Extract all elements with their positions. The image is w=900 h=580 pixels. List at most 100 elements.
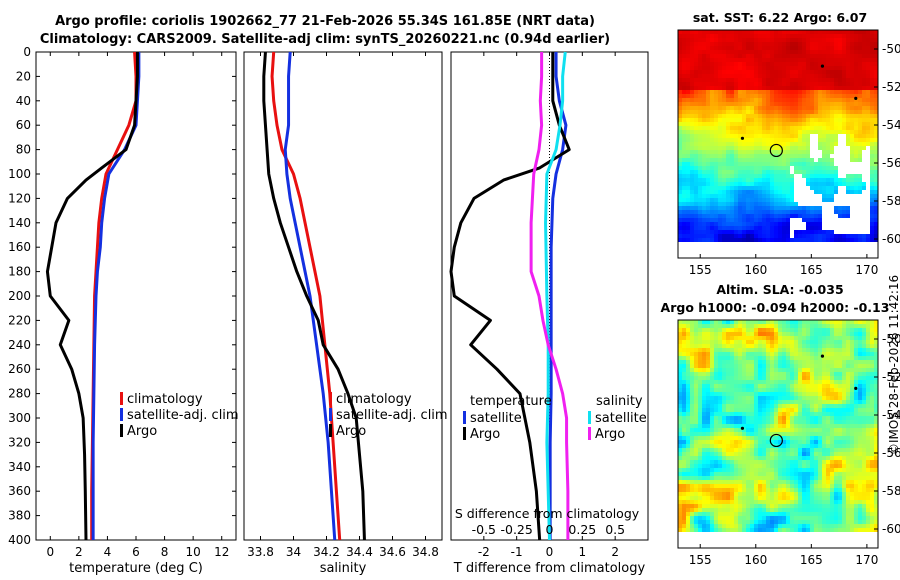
sst_map-cell — [734, 82, 738, 86]
sla_map-cell — [738, 332, 742, 336]
sst_map-cell — [766, 238, 770, 242]
sla_map-cell — [846, 344, 850, 348]
sst_map-cell — [794, 186, 798, 190]
sst_map-cell — [782, 70, 786, 74]
sst_map-cell — [754, 106, 758, 110]
sst_map-cell — [726, 110, 730, 114]
sst_map-cell — [822, 74, 826, 78]
sst_map-cell — [838, 158, 842, 162]
sst_map-cell — [850, 138, 854, 142]
sla_map-cell — [702, 340, 706, 344]
sla_map-cell — [846, 396, 850, 400]
sla_map-cell — [702, 388, 706, 392]
sst_map-cell — [746, 66, 750, 70]
sla_map-cell — [682, 432, 686, 436]
sst_map-cell — [754, 102, 758, 106]
sla_map-cell — [858, 424, 862, 428]
sla_map-cell — [770, 344, 774, 348]
sla_map-cell — [718, 384, 722, 388]
sst_map-cell — [830, 94, 834, 98]
sla_map-cell — [722, 348, 726, 352]
sla_map-cell — [850, 400, 854, 404]
sst_map-cell — [762, 90, 766, 94]
sst_map-cell — [826, 194, 830, 198]
sst_map-cell — [686, 30, 690, 34]
sla_map-cell — [750, 380, 754, 384]
sst_map-cell — [770, 42, 774, 46]
sst_map-cell — [830, 34, 834, 38]
sla_map-cell — [742, 404, 746, 408]
sst_map-cell — [730, 62, 734, 66]
sst_map-cell — [834, 218, 838, 222]
sst_map-cell — [714, 230, 718, 234]
sla_map-cell — [858, 392, 862, 396]
sst_map-cell — [810, 30, 814, 34]
sla_map-cell — [770, 420, 774, 424]
sla_map-cell — [754, 424, 758, 428]
sla_map-cell — [782, 432, 786, 436]
sst_map-cell — [778, 118, 782, 122]
sla_map-cell — [830, 392, 834, 396]
sst_map-cell — [854, 70, 858, 74]
sst_map-cell — [786, 182, 790, 186]
sst_map-cell — [730, 178, 734, 182]
sst_map-cell — [794, 170, 798, 174]
sst_map-cell — [750, 226, 754, 230]
sst_map-cell — [766, 174, 770, 178]
sst_map-cell — [718, 66, 722, 70]
sla_map-cell — [742, 348, 746, 352]
sst_map-cell — [718, 86, 722, 90]
sst_map-cell — [846, 230, 850, 234]
sst_map-cell — [678, 166, 682, 170]
sla_map-cell — [798, 456, 802, 460]
sla_map-cell — [766, 352, 770, 356]
sla_map-cell — [774, 332, 778, 336]
sst_map-cell — [874, 222, 878, 226]
sst_map-cell — [822, 250, 826, 254]
sst_map-cell — [690, 162, 694, 166]
sst_map-cell — [822, 106, 826, 110]
sst_map-cell — [862, 178, 866, 182]
sla_map-cell — [842, 416, 846, 420]
sst_map-cell — [790, 38, 794, 42]
sst_map-cell — [778, 190, 782, 194]
sla_map-cell — [790, 324, 794, 328]
sla_map-cell — [838, 372, 842, 376]
sst_map-cell — [850, 146, 854, 150]
sst_map-cell — [742, 166, 746, 170]
sst_map-cell — [774, 250, 778, 254]
sla_map-cell — [798, 356, 802, 360]
sst_map-cell — [734, 118, 738, 122]
sla_map-cell — [822, 320, 826, 324]
sst_map-cell — [686, 198, 690, 202]
sst_map-cell — [690, 110, 694, 114]
sst_map-cell — [706, 138, 710, 142]
sst_map-cell — [858, 186, 862, 190]
sst_map-cell — [858, 174, 862, 178]
sla_map-cell — [830, 420, 834, 424]
sst_map-cell — [814, 94, 818, 98]
sst_map-cell — [682, 78, 686, 82]
sla_map-cell — [818, 328, 822, 332]
sst_map-cell — [770, 82, 774, 86]
sla_map-cell — [834, 372, 838, 376]
sla_map-cell — [778, 340, 782, 344]
sst_map-cell — [830, 150, 834, 154]
sla_map-cell — [786, 324, 790, 328]
sla_map-cell — [866, 344, 870, 348]
sla_map-cell — [822, 448, 826, 452]
sst_map-cell — [710, 94, 714, 98]
sla_map-cell — [786, 472, 790, 476]
sst_map-cell — [806, 82, 810, 86]
sla_map-cell — [874, 464, 878, 468]
sst_map-cell — [790, 170, 794, 174]
sla_map-cell — [706, 364, 710, 368]
sst_map-cell — [742, 242, 746, 246]
sst_map-cell — [738, 126, 742, 130]
sst_map-cell — [730, 82, 734, 86]
sst_map-cell — [774, 98, 778, 102]
sst_map-cell — [726, 170, 730, 174]
sla_map-cell — [798, 360, 802, 364]
sla_map-cell — [874, 428, 878, 432]
sst_map-cell — [810, 142, 814, 146]
